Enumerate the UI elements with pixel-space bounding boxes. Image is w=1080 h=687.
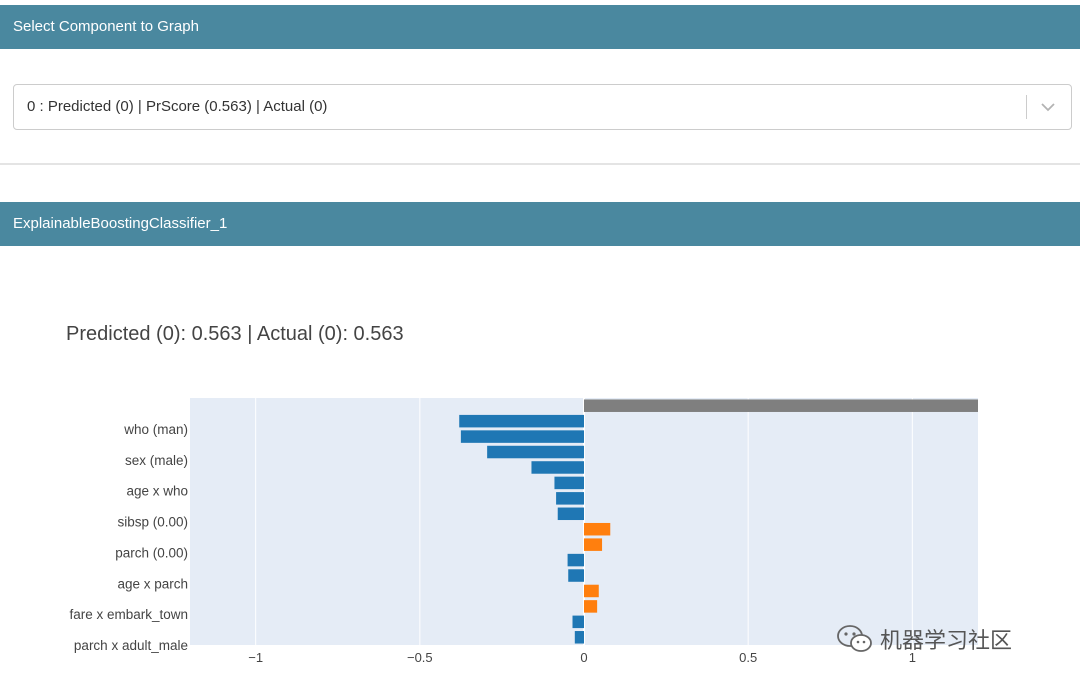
x-tick-label: 1 (909, 650, 916, 665)
contribution-bar[interactable] (584, 600, 598, 613)
y-tick-label: age x parch (117, 576, 188, 591)
model-panel-header: ExplainableBoostingClassifier_1 (0, 202, 1080, 246)
y-tick-label: sex (male) (125, 453, 188, 468)
component-dropdown[interactable]: 0 : Predicted (0) | PrScore (0.563) | Ac… (13, 84, 1072, 130)
contribution-bar[interactable] (584, 538, 603, 551)
select-component-title: Select Component to Graph (13, 18, 199, 35)
y-tick-label: sibsp (0.00) (117, 515, 188, 530)
component-dropdown-value: 0 : Predicted (0) | PrScore (0.563) | Ac… (27, 98, 328, 115)
contribution-bar[interactable] (554, 476, 584, 490)
contribution-bar[interactable] (584, 522, 611, 536)
y-tick-label: age x who (126, 484, 188, 499)
watermark-text: 机器学习社区 (880, 629, 1013, 654)
contribution-bar[interactable] (567, 553, 584, 567)
x-tick-label: 0.5 (739, 650, 757, 665)
x-tick-label: −1 (248, 650, 263, 665)
local-explanation-chart: Predicted (0): 0.563 | Actual (0): 0.563… (66, 323, 978, 665)
contribution-bar[interactable] (557, 507, 584, 521)
y-tick-label: who (man) (123, 422, 188, 437)
contribution-bar[interactable] (531, 461, 584, 474)
dropdown-separator (1026, 95, 1027, 119)
model-panel-title: ExplainableBoostingClassifier_1 (13, 215, 228, 232)
card-divider (0, 163, 1080, 165)
contribution-bar[interactable] (572, 615, 584, 629)
bars (459, 399, 978, 644)
select-component-header: Select Component to Graph (0, 5, 1080, 49)
contribution-bar[interactable] (487, 445, 584, 459)
wechat-icon (837, 625, 872, 652)
y-tick-label: fare x embark_town (69, 607, 188, 622)
y-axis-labels: who (man) sex (male) age x who sibsp (0.00)… (69, 422, 188, 653)
contribution-bar[interactable] (584, 584, 599, 598)
contribution-bar[interactable] (568, 569, 584, 582)
x-axis-ticks: −1 −0.5 0 0.5 1 (248, 650, 916, 665)
contribution-bar[interactable] (574, 631, 584, 644)
y-tick-label: parch x adult_male (74, 638, 188, 653)
contribution-bar[interactable] (460, 430, 584, 443)
intercept-bar[interactable] (584, 399, 978, 412)
watermark: 机器学习社区 (836, 619, 1012, 659)
x-tick-label: 0 (580, 650, 587, 665)
chart-title: Predicted (0): 0.563 | Actual (0): 0.563 (66, 323, 404, 345)
y-tick-label: parch (0.00) (115, 545, 188, 560)
contribution-bar[interactable] (459, 414, 584, 428)
contribution-bar[interactable] (556, 492, 584, 505)
chevron-down-icon[interactable] (1033, 92, 1063, 122)
x-tick-label: −0.5 (407, 650, 433, 665)
